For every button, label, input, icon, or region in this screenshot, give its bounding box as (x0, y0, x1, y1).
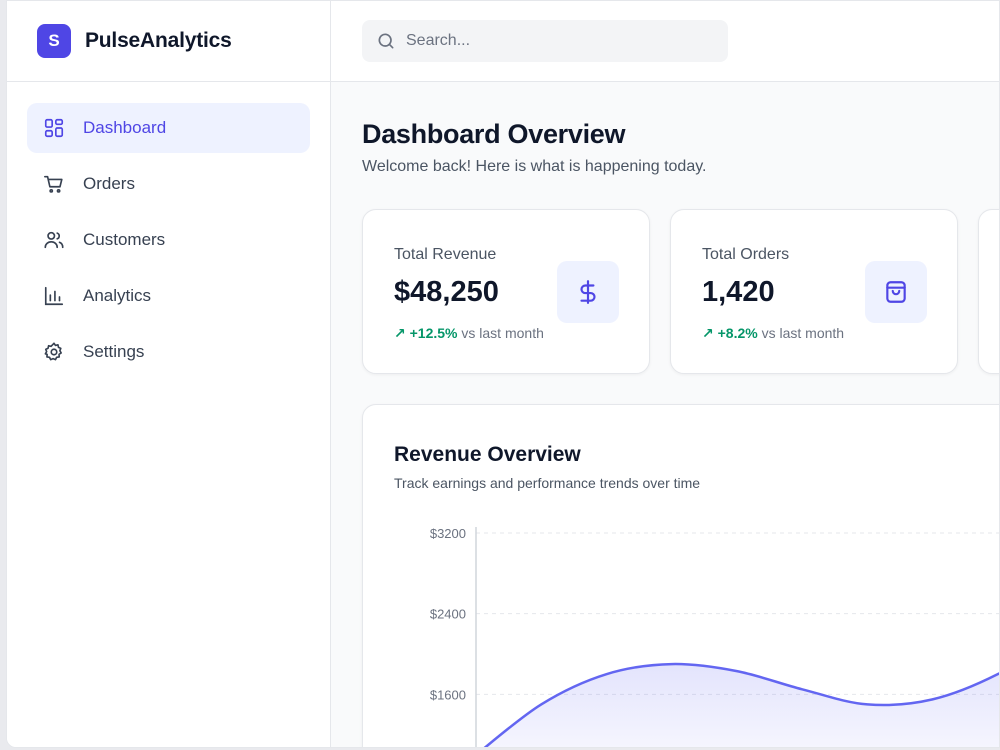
sidebar-item-label: Settings (83, 342, 145, 361)
trend-up-icon: ↗ (702, 325, 714, 341)
y-tick-label: $2400 (430, 607, 466, 622)
cart-icon (42, 172, 66, 196)
stat-change: +12.5% (409, 325, 458, 341)
sidebar-item-label: Orders (83, 174, 135, 193)
stat-value: 1,420 (702, 276, 775, 308)
sidebar-item-label: Customers (83, 230, 166, 249)
brand: S PulseAnalytics (7, 1, 330, 82)
stat-card-total-revenue[interactable]: Total Revenue $48,250 ↗ +12.5% vs last m… (362, 209, 650, 374)
grid-icon (42, 116, 66, 140)
sidebar-nav: Dashboard Orders Customers Analytics (7, 82, 330, 404)
app-window: S PulseAnalytics Dashboard Orders Cust (6, 0, 1000, 748)
stat-value: $48,250 (394, 276, 499, 308)
page-subtitle: Welcome back! Here is what is happening … (362, 158, 707, 175)
chart-title: Revenue Overview (394, 443, 581, 466)
sidebar: S PulseAnalytics Dashboard Orders Cust (7, 1, 331, 747)
trend-up-icon: ↗ (394, 325, 406, 341)
y-tick-label: $3200 (430, 526, 466, 541)
main-content: Dashboard Overview Welcome back! Here is… (331, 1, 999, 747)
users-icon (42, 228, 66, 252)
sidebar-item-dashboard[interactable]: Dashboard (27, 103, 310, 153)
shopping-bag-icon (865, 261, 927, 323)
stat-card-total-orders[interactable]: Total Orders 1,420 ↗ +8.2% vs last month (670, 209, 958, 374)
stat-label: Total Revenue (394, 246, 497, 263)
sidebar-item-customers[interactable]: Customers (27, 215, 310, 265)
brand-logo[interactable]: S (37, 24, 71, 58)
sidebar-item-orders[interactable]: Orders (27, 159, 310, 209)
sidebar-item-settings[interactable]: Settings (27, 327, 310, 377)
y-tick-label: $1600 (430, 687, 466, 702)
sidebar-item-analytics[interactable]: Analytics (27, 271, 310, 321)
search-icon (378, 33, 394, 49)
gear-icon (42, 340, 66, 364)
stat-change-suffix: vs last month (761, 325, 845, 341)
stat-trend: ↗ +12.5% vs last month (394, 325, 544, 342)
stat-trend: ↗ +8.2% vs last month (702, 325, 844, 342)
top-bar (331, 1, 999, 82)
revenue-chart: $3200 $2400 $1600 (430, 526, 999, 747)
series-area (485, 664, 999, 747)
stat-change: +8.2% (717, 325, 758, 341)
sidebar-item-label: Analytics (83, 286, 152, 305)
stat-label: Total Orders (702, 246, 790, 263)
sidebar-item-label: Dashboard (83, 118, 167, 137)
stat-card-partial[interactable] (978, 209, 999, 374)
revenue-chart-card: Revenue Overview Track earnings and perf… (362, 404, 999, 747)
dollar-icon (557, 261, 619, 323)
search-input[interactable] (406, 32, 706, 50)
bar-chart-icon (42, 284, 66, 308)
stat-change-suffix: vs last month (461, 325, 544, 341)
series-line (483, 662, 999, 747)
brand-name: PulseAnalytics (85, 29, 232, 52)
page-title: Dashboard Overview (362, 119, 626, 149)
search-box[interactable] (362, 20, 728, 62)
chart-subtitle: Track earnings and performance trends ov… (394, 475, 701, 491)
